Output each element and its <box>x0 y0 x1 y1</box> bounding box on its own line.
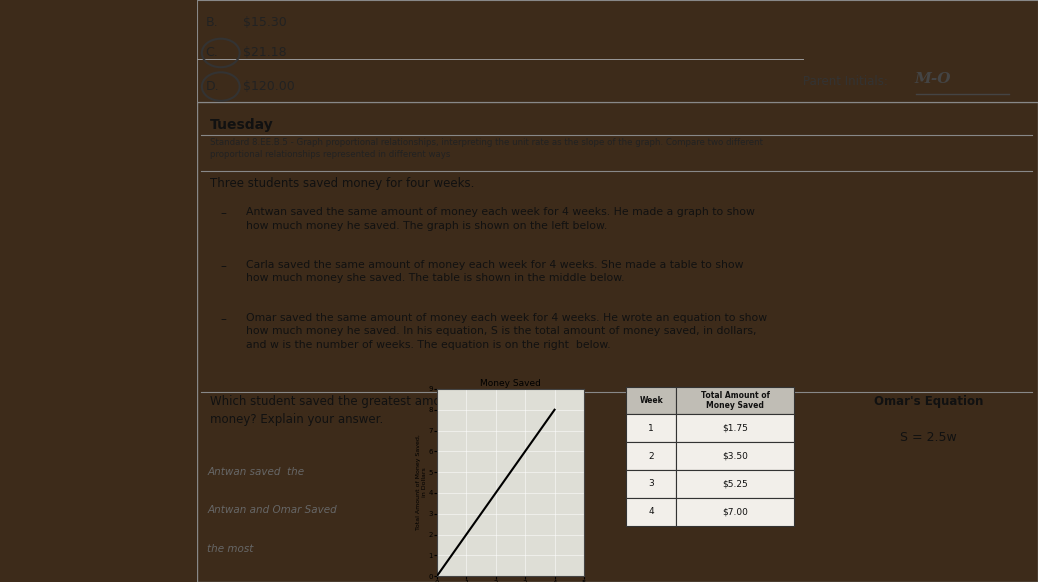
Text: Omar's Equation: Omar's Equation <box>874 395 983 408</box>
Bar <box>677 498 794 526</box>
Text: 4: 4 <box>649 508 654 516</box>
Text: $15.30: $15.30 <box>244 16 288 29</box>
Text: Antwan's Graph: Antwan's Graph <box>472 395 578 408</box>
Text: 1: 1 <box>649 424 654 433</box>
Y-axis label: Total Amount of Money Saved,
in Dollars: Total Amount of Money Saved, in Dollars <box>416 435 427 530</box>
Text: 3: 3 <box>649 480 654 488</box>
Text: 2: 2 <box>649 452 654 460</box>
Bar <box>626 442 677 470</box>
Bar <box>626 414 677 442</box>
Bar <box>626 498 677 526</box>
Bar <box>677 414 794 442</box>
Title: Money Saved: Money Saved <box>480 379 541 388</box>
Text: Three students saved money for four weeks.: Three students saved money for four week… <box>210 178 474 190</box>
Text: B.: B. <box>206 16 218 29</box>
Bar <box>626 386 677 414</box>
Text: $21.18: $21.18 <box>244 47 288 59</box>
Text: S = 2.5w: S = 2.5w <box>900 431 957 443</box>
Bar <box>677 442 794 470</box>
Text: –: – <box>221 208 226 221</box>
Text: $120.00: $120.00 <box>244 80 295 93</box>
Text: Standard 8.EE.B.5 - Graph proportional relationships, interpreting the unit rate: Standard 8.EE.B.5 - Graph proportional r… <box>210 138 763 159</box>
Text: $1.75: $1.75 <box>722 424 748 433</box>
Text: Carla saved the same amount of money each week for 4 weeks. She made a table to : Carla saved the same amount of money eac… <box>246 260 743 283</box>
Text: the most: the most <box>208 544 253 553</box>
Text: Antwan saved the same amount of money each week for 4 weeks. He made a graph to : Antwan saved the same amount of money ea… <box>246 208 755 230</box>
Bar <box>677 386 794 414</box>
Text: Which student saved the greatest amount of
money? Explain your answer.: Which student saved the greatest amount … <box>210 395 475 426</box>
Text: –: – <box>221 260 226 274</box>
Bar <box>626 470 677 498</box>
Text: M-O: M-O <box>914 72 951 87</box>
Text: Carla's Table: Carla's Table <box>689 395 773 408</box>
Text: Omar saved the same amount of money each week for 4 weeks. He wrote an equation : Omar saved the same amount of money each… <box>246 313 767 350</box>
Text: $3.50: $3.50 <box>722 452 748 460</box>
Text: Parent Initials:: Parent Initials: <box>802 75 887 88</box>
Text: D.: D. <box>206 80 219 93</box>
Text: Antwan and Omar Saved: Antwan and Omar Saved <box>208 505 337 515</box>
Text: Week: Week <box>639 396 663 405</box>
Bar <box>677 470 794 498</box>
Text: $7.00: $7.00 <box>722 508 748 516</box>
Text: Total Amount of
Money Saved: Total Amount of Money Saved <box>701 391 770 410</box>
Text: Antwan saved  the: Antwan saved the <box>208 467 304 477</box>
Text: –: – <box>221 313 226 326</box>
Text: $5.25: $5.25 <box>722 480 748 488</box>
Text: Tuesday: Tuesday <box>210 118 274 132</box>
Text: C.: C. <box>206 47 218 59</box>
